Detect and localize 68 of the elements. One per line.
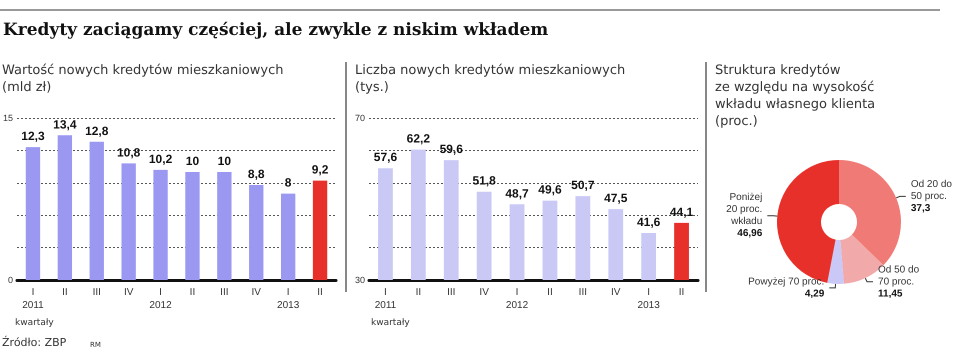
- x-tick-label: I 2013: [638, 287, 660, 311]
- data-label: 57,6: [374, 150, 398, 164]
- x-tick-label: II: [317, 287, 323, 298]
- y-tick-label: 70: [354, 113, 365, 123]
- x-tick-label: IV: [611, 287, 621, 298]
- slice-label: Od 50 do 70 proc.: [878, 264, 920, 288]
- bar: [280, 194, 296, 280]
- data-label: 9,2: [312, 162, 329, 177]
- x-tick-label: IV: [124, 287, 134, 298]
- chart-subtitle: Wartość nowych kredytów mieszkaniowych (mld zł): [2, 62, 284, 96]
- data-label: 11,45: [878, 288, 903, 300]
- data-label: 47,5: [604, 191, 628, 206]
- bar: [217, 172, 232, 280]
- x-tick-label: III: [92, 287, 101, 298]
- y-tick-label: 30: [354, 275, 365, 285]
- data-label: 51,8: [472, 174, 496, 188]
- data-label: 12,3: [21, 129, 45, 144]
- data-label: 50,7: [571, 178, 595, 192]
- data-label: 12,8: [85, 124, 109, 138]
- slice-label: Poniżej 20 proc. wkładu: [726, 192, 762, 228]
- data-label: 37,3: [910, 202, 931, 214]
- chart-subtitle: Struktura kredytów ze względu na wysokość wkładu własnego klienta (proc.): [715, 62, 876, 130]
- x-tick-label: III: [220, 287, 229, 298]
- data-label: 46,96: [737, 228, 763, 240]
- slice-label: Powyżej 70 proc.: [748, 276, 824, 288]
- bar: [312, 180, 328, 280]
- x-axis-title: kwartały: [15, 318, 54, 328]
- data-label: 48,7: [505, 186, 530, 200]
- data-label: 8,8: [248, 166, 265, 181]
- chart-subtitle: Liczba nowych kredytów mieszkaniowych (tys.): [355, 62, 626, 96]
- bar: [185, 172, 200, 280]
- x-tick-label: III: [447, 287, 456, 298]
- x-tick-label: I 2012: [506, 287, 529, 311]
- bar: [26, 147, 40, 280]
- x-tick-label: I 2011: [374, 287, 397, 311]
- x-tick-label: II: [678, 287, 684, 298]
- data-label: 10,8: [116, 145, 141, 160]
- data-label: 10: [186, 154, 200, 168]
- data-label: 59,6: [440, 142, 464, 156]
- x-tick-label: II: [416, 287, 422, 298]
- data-label: 44,1: [670, 204, 694, 219]
- bar: [249, 184, 264, 280]
- x-tick-label: IV: [479, 287, 490, 298]
- bar: [153, 170, 168, 280]
- x-tick-label: IV: [252, 287, 262, 298]
- x-tick-label: II: [547, 287, 553, 298]
- x-tick-label: II: [62, 287, 68, 298]
- bar: [90, 142, 104, 280]
- data-label: 41,6: [636, 215, 661, 230]
- x-tick-label: II: [190, 287, 196, 298]
- bar: [121, 163, 136, 280]
- x-tick-label: I 2012: [149, 287, 172, 311]
- y-tick-label: 0: [8, 275, 14, 285]
- x-tick-label: I 2013: [277, 287, 300, 311]
- y-tick-label: 15: [2, 113, 14, 123]
- x-tick-label: III: [578, 287, 588, 298]
- data-label: 49,6: [538, 182, 562, 197]
- text: Źródło: ZBP: [2, 336, 66, 349]
- x-tick-label: I 2011: [22, 287, 44, 311]
- x-axis-title: kwartały: [371, 318, 410, 328]
- chart-title: Kredyty zaciągamy częściej, ale zwykle z niskim wkładem: [3, 20, 548, 40]
- slice-label: Od 20 do 50 proc.: [910, 178, 952, 202]
- data-label: 10: [218, 154, 232, 168]
- data-label: 10,2: [148, 152, 173, 166]
- bar: [58, 135, 72, 280]
- data-label: 62,2: [406, 132, 430, 146]
- data-label: 13,4: [53, 117, 77, 132]
- data-label: 4,29: [804, 288, 825, 300]
